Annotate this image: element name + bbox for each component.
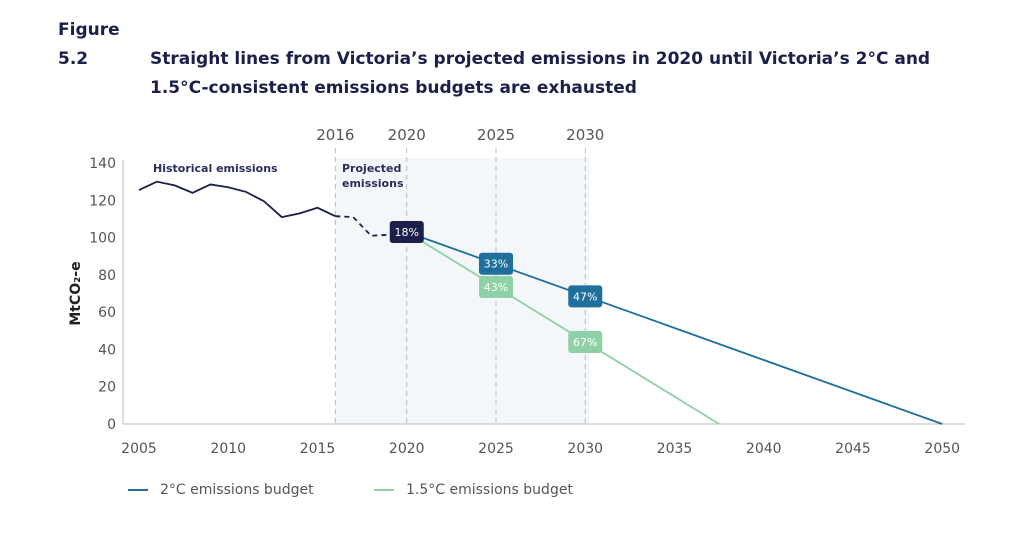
annotation-box: [568, 285, 603, 308]
annotation-label: 43%: [484, 281, 508, 294]
x-tick-label: 2025: [478, 441, 514, 457]
marker-label: 2016: [316, 126, 354, 144]
annotation-label: 33%: [484, 258, 508, 271]
title-line-1: Straight lines from Victoria’s projected…: [150, 49, 931, 69]
y-tick-label: 40: [98, 342, 116, 358]
x-tick-label: 2045: [835, 441, 871, 457]
y-tick-label: 20: [98, 380, 116, 396]
y-tick-label: 80: [98, 268, 116, 284]
legend-label: 2°C emissions budget: [160, 482, 314, 498]
chart-title: Figure 5.2 Straight lines from Victoria’s…: [58, 16, 930, 103]
x-tick-label: 2020: [389, 441, 425, 457]
y-tick-label: 0: [107, 417, 116, 433]
y-tick-label: 120: [89, 193, 116, 209]
legend-item-1-5c: 1.5°C emissions budget: [374, 482, 573, 498]
figure-number: Figure 5.2: [58, 20, 120, 69]
title-line-2: 1.5°C-consistent emissions budgets are e…: [150, 78, 637, 98]
series-line-1: [406, 231, 720, 425]
historical-label: Historical emissions: [153, 162, 278, 175]
annotation-box: [479, 252, 513, 275]
annotation-box: [389, 221, 424, 244]
x-tick-label: 2035: [657, 441, 693, 457]
annotation-label: 18%: [395, 226, 419, 239]
y-axis-label: MtCO₂-e: [68, 261, 84, 325]
legend-label: 1.5°C emissions budget: [406, 482, 573, 498]
x-tick-label: 2040: [746, 441, 782, 457]
x-tick-label: 2005: [121, 441, 157, 457]
projected-label: emissions: [342, 177, 404, 190]
annotation-box: [479, 275, 513, 298]
annotation-label: 67%: [573, 336, 597, 349]
projected-label: Projected: [342, 162, 401, 175]
y-tick-label: 140: [89, 156, 116, 172]
annotation-label: 47%: [573, 290, 597, 303]
annotation-box: [568, 330, 603, 353]
marker-label: 2020: [388, 126, 426, 144]
legend-swatch: [128, 489, 148, 491]
x-tick-label: 2010: [210, 441, 246, 457]
marker-label: 2030: [566, 126, 604, 144]
x-tick-label: 2050: [924, 441, 960, 457]
historical-line: [138, 180, 336, 219]
x-tick-label: 2030: [567, 441, 603, 457]
legend-swatch: [374, 489, 394, 491]
projected-shading: [335, 158, 590, 424]
y-tick-label: 60: [98, 305, 116, 321]
x-tick-label: 2015: [300, 441, 336, 457]
legend-item-2c: 2°C emissions budget: [128, 482, 314, 498]
y-tick-label: 100: [89, 231, 116, 247]
marker-label: 2025: [477, 126, 515, 144]
